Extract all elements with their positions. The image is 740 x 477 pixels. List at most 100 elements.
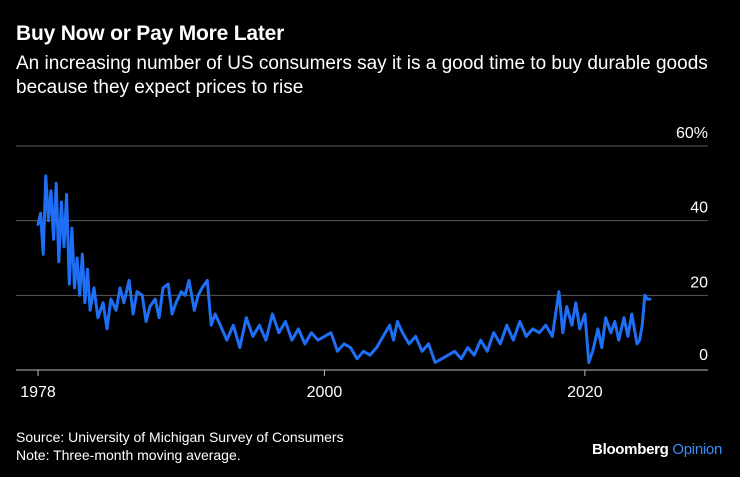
data-point: [396, 320, 399, 323]
data-point: [466, 346, 469, 349]
data-point: [127, 279, 131, 282]
data-point: [349, 346, 352, 349]
data-point: [591, 350, 594, 353]
data-point: [622, 316, 626, 319]
data-point: [92, 286, 96, 290]
data-point: [153, 297, 157, 301]
data-point: [47, 219, 50, 222]
data-point: [118, 286, 122, 290]
data-point: [187, 279, 191, 282]
data-point: [105, 327, 109, 331]
series-line-0: [36, 174, 652, 364]
data-point: [381, 335, 385, 338]
data-point: [75, 256, 79, 260]
data-point: [604, 316, 607, 319]
data-point: [329, 331, 333, 334]
data-point: [440, 357, 443, 360]
data-point: [36, 223, 40, 226]
data-point: [290, 338, 294, 342]
data-point: [303, 342, 307, 346]
data-point: [78, 294, 81, 297]
data-point: [531, 327, 535, 331]
data-point: [213, 312, 217, 316]
data-point: [433, 361, 437, 364]
data-point: [401, 331, 404, 334]
data-point: [264, 338, 268, 342]
data-point: [427, 342, 430, 346]
data-point: [626, 335, 630, 338]
source-note: Source: University of Michigan Survey of…: [16, 429, 344, 445]
x-tick-label-1978: 1978: [20, 384, 56, 401]
data-point: [574, 301, 577, 304]
data-point: [388, 324, 391, 327]
data-point: [88, 309, 92, 312]
data-point: [583, 312, 587, 316]
y-tick-label-20: 20: [690, 274, 708, 291]
data-point: [505, 324, 508, 327]
data-point: [512, 338, 515, 342]
data-point: [518, 320, 521, 323]
x-tick-label-2020: 2020: [567, 384, 603, 401]
data-point: [55, 182, 58, 185]
data-point: [316, 338, 320, 342]
data-point: [174, 301, 178, 304]
data-point: [538, 331, 541, 334]
data-point: [407, 342, 411, 346]
data-point: [640, 324, 644, 327]
brand-name: Bloomberg: [592, 441, 669, 458]
data-point: [135, 290, 139, 293]
data-point: [238, 346, 242, 349]
data-point: [277, 331, 281, 334]
data-point: [83, 301, 87, 304]
brand-logo: Bloomberg Opinion: [592, 441, 722, 458]
data-point: [587, 361, 590, 364]
y-axis-labels: 0 20 40 60%: [676, 125, 708, 364]
data-point: [342, 342, 346, 346]
data-point: [200, 286, 204, 290]
data-point: [209, 324, 213, 327]
data-point: [557, 290, 561, 293]
data-point: [617, 338, 620, 342]
data-point: [131, 312, 135, 316]
data-point: [65, 193, 68, 196]
data-point: [630, 312, 633, 316]
data-point: [565, 305, 568, 308]
data-point: [578, 327, 581, 331]
x-tick-label-2000: 2000: [307, 384, 343, 401]
data-point: [643, 294, 646, 297]
data-point: [101, 301, 105, 304]
data-point: [167, 282, 170, 286]
data-point: [73, 286, 76, 290]
data-point: [271, 312, 274, 316]
data-point: [170, 312, 174, 316]
data-point: [193, 309, 196, 312]
data-point: [52, 238, 55, 241]
data-point: [114, 309, 118, 312]
data-point: [561, 331, 564, 334]
data-point: [609, 331, 613, 334]
data-point: [375, 346, 378, 349]
data-point: [638, 338, 641, 342]
data-point: [525, 335, 528, 338]
data-point: [86, 268, 89, 271]
data-point: [122, 301, 126, 304]
y-tick-label-60: 60%: [676, 125, 708, 142]
data-point: [446, 353, 450, 357]
data-point: [414, 335, 417, 338]
data-point: [225, 338, 229, 342]
data-point: [600, 346, 604, 349]
data-point: [492, 331, 495, 334]
data-point: [635, 342, 639, 346]
data-point: [473, 353, 476, 357]
data-point: [392, 338, 395, 342]
data-point: [646, 297, 649, 301]
gridlines: [16, 145, 708, 296]
data-point: [70, 226, 74, 230]
data-point: [196, 294, 200, 297]
data-point: [219, 324, 222, 327]
data-point: [180, 290, 183, 293]
data-point: [57, 260, 61, 263]
data-point: [648, 297, 652, 301]
data-point: [49, 189, 53, 192]
